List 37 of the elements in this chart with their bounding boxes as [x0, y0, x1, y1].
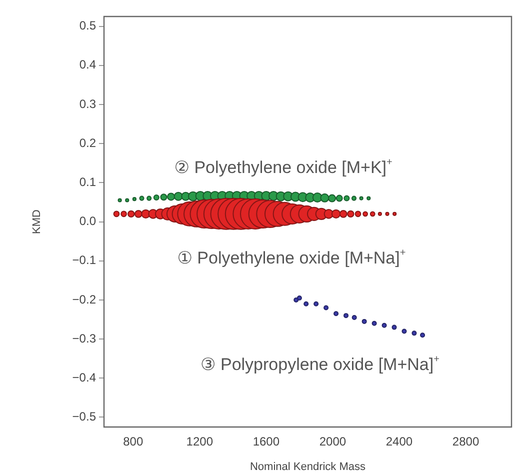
point: [362, 318, 367, 324]
point: [294, 297, 299, 302]
y-tick-label: 0.0: [79, 214, 96, 228]
x-tick-label: 2000: [319, 434, 346, 449]
y-tick-label: 0.4: [79, 58, 96, 72]
point: [420, 332, 426, 338]
y-tick-label: −0.2: [72, 292, 96, 306]
point: [296, 295, 302, 300]
x-tick-label: 1600: [252, 434, 280, 449]
annotation: ② Polyethylene oxide [M+K]+: [174, 157, 393, 178]
annotation: ③ Polypropylene oxide [M+Na]+: [200, 354, 440, 374]
y-tick-label: −0.3: [72, 331, 96, 346]
y-tick-label: 0.2: [79, 136, 96, 150]
y-tick-label: −0.5: [72, 410, 96, 424]
point: [402, 328, 407, 334]
point: [352, 315, 357, 320]
point: [324, 305, 329, 310]
y-tick-label: −0.1: [72, 253, 96, 268]
x-tick-label: 1200: [186, 434, 214, 449]
x-tick-label: 2800: [452, 434, 480, 449]
y-tick-label: 0.3: [79, 96, 96, 111]
point: [314, 301, 319, 306]
annotation: ① Polyethylene oxide [M+Na]+: [177, 247, 406, 268]
point: [412, 330, 417, 336]
point: [334, 311, 339, 316]
point: [382, 322, 387, 328]
point: [304, 301, 309, 306]
y-tick-label: 0.5: [79, 18, 96, 33]
x-tick-label: 800: [123, 434, 144, 449]
y-tick-label: −0.4: [72, 370, 96, 384]
point: [344, 313, 349, 318]
point: [392, 324, 397, 330]
y-axis-title: KMD: [31, 209, 43, 234]
y-tick-label: 0.1: [79, 174, 96, 189]
x-axis-title: Nominal Kendrick Mass: [250, 461, 366, 473]
x-tick-label: 2400: [386, 434, 413, 449]
point: [372, 320, 377, 326]
